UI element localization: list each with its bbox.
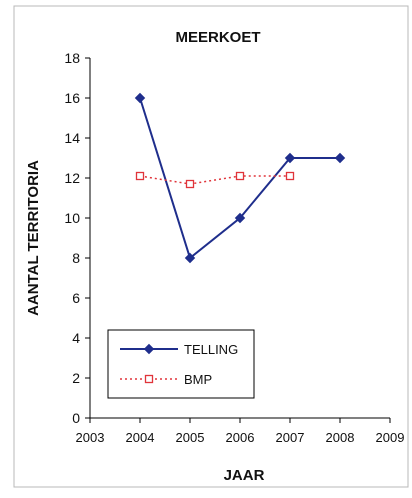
data-point-bmp [235,171,245,181]
y-axis-label: AANTAL TERRITORIA [25,160,42,316]
x-tick-label: 2003 [76,430,105,445]
y-tick-label: 4 [72,330,80,346]
x-tick-label: 2006 [226,430,255,445]
series-line-bmp [139,175,290,185]
y-tick-label: 16 [64,90,80,106]
data-point-bmp [135,171,145,181]
y-tick-label: 18 [64,50,80,66]
x-axis-label: JAAR [224,467,265,484]
y-tick-label: 12 [64,170,80,186]
x-tick-label: 2004 [126,430,155,445]
legend-label-bmp: BMP [184,372,212,387]
series-layer [134,92,346,264]
axes: 0 2 4 6 8 10 12 14 16 18 2003 2004 2005 2006 2007 2008 2… [64,50,404,445]
chart-title: MEERKOET [175,29,260,46]
y-tick-label: 2 [72,370,80,386]
legend-label-telling: TELLING [184,342,238,357]
data-point-telling [184,252,196,264]
legend-marker-bmp [144,374,154,384]
data-point-telling [284,152,296,164]
legend-box [107,329,255,399]
x-tick-label: 2005 [176,430,205,445]
y-tick-label: 14 [64,130,80,146]
chart-border [13,5,409,488]
data-point-telling [134,92,146,104]
data-point-telling [234,212,246,224]
y-tick-label: 8 [72,250,80,266]
legend-marker-telling [143,343,155,355]
series-bmp [135,171,295,189]
y-tick-label: 0 [72,410,80,426]
x-tick-label: 2007 [276,430,305,445]
legend: TELLING BMP [107,329,255,399]
x-tick-label: 2009 [376,430,405,445]
x-tick-label: 2008 [326,430,355,445]
y-tick-label: 10 [64,210,80,226]
y-tick-label: 6 [72,290,80,306]
data-point-bmp [285,171,295,181]
series-telling [134,92,346,264]
data-point-telling [334,152,346,164]
data-point-bmp [185,179,195,189]
